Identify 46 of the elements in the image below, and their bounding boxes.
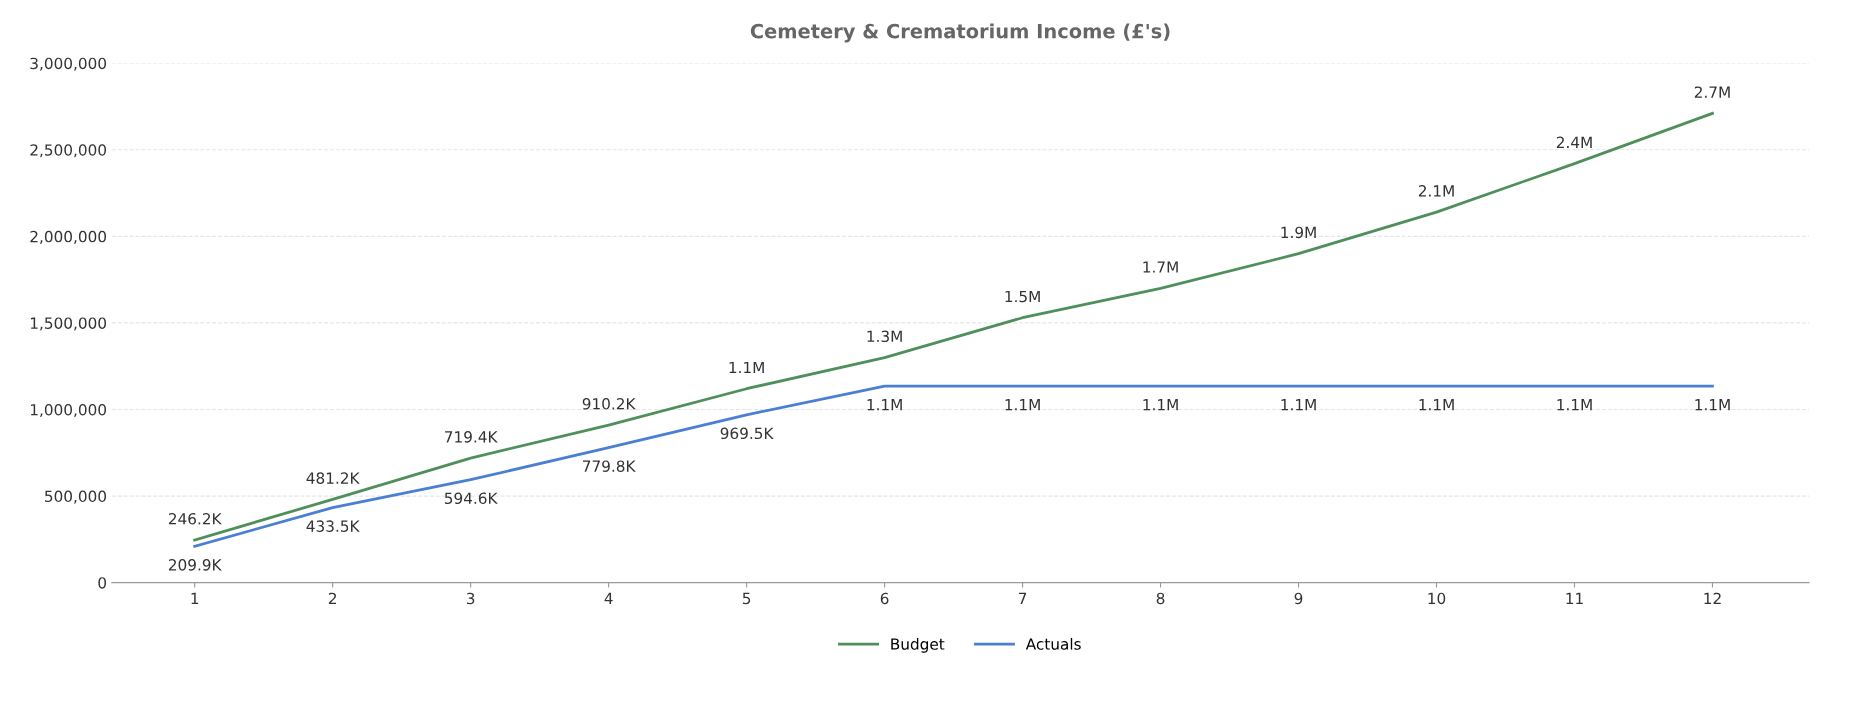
y-tick-label: 2,500,000: [30, 144, 107, 158]
data-label: 1.7M: [1143, 261, 1178, 273]
data-label: 779.8K: [583, 460, 636, 472]
data-label: 969.5K: [720, 427, 774, 440]
x-tick-label: 12: [1704, 592, 1721, 604]
data-label: 1.9M: [1281, 226, 1316, 239]
y-tick-label: 3,000,000: [30, 57, 107, 71]
x-tick-label: 9: [1294, 592, 1303, 605]
x-tick-label: 3: [466, 592, 475, 605]
y-tick-label: 2,000,000: [30, 230, 107, 244]
data-label: 2.4M: [1556, 136, 1592, 148]
data-label: 433.5K: [306, 520, 360, 532]
data-label: 1.1M: [1419, 399, 1454, 411]
x-tick-label: 6: [880, 592, 889, 605]
data-label: 1.5M: [1005, 290, 1040, 303]
data-label: 719.4K: [445, 431, 498, 443]
x-tick-label: 1: [191, 592, 199, 604]
data-label: 910.2K: [582, 398, 636, 410]
legend-label: Actuals: [1025, 637, 1081, 650]
data-label: 1.1M: [1143, 399, 1178, 411]
data-label: 246.2K: [168, 513, 222, 525]
x-tick-label: 5: [742, 592, 751, 605]
x-tick-label: 7: [1018, 592, 1027, 604]
y-tick-label: 0: [98, 577, 107, 589]
data-label: 2.1M: [1418, 185, 1454, 197]
x-tick-label: 11: [1566, 592, 1583, 604]
x-tick-label: 8: [1156, 592, 1165, 605]
y-tick-label: 500,000: [45, 490, 107, 504]
y-tick-label: 1,000,000: [30, 403, 107, 418]
data-label: 2.7M: [1694, 86, 1730, 98]
x-tick-label: 2: [328, 592, 336, 604]
data-label: 1.1M: [867, 399, 902, 411]
y-tick-label: 1,500,000: [30, 317, 107, 331]
data-label: 1.1M: [1005, 399, 1040, 411]
chart-title: Cemetery & Crematorium Income (£'s): [750, 23, 1170, 43]
data-label: 1.1M: [1695, 399, 1730, 411]
legend-label: Budget: [891, 637, 945, 653]
data-label: 1.1M: [1557, 399, 1592, 411]
x-tick-label: 4: [604, 592, 613, 604]
data-label: 209.9K: [168, 559, 222, 571]
data-label: 1.1M: [1281, 399, 1316, 411]
data-label: 481.2K: [306, 472, 360, 484]
x-tick-label: 10: [1428, 592, 1446, 605]
data-label: 594.6K: [444, 492, 498, 505]
data-label: 1.3M: [867, 330, 902, 343]
data-label: 1.1M: [729, 361, 764, 374]
